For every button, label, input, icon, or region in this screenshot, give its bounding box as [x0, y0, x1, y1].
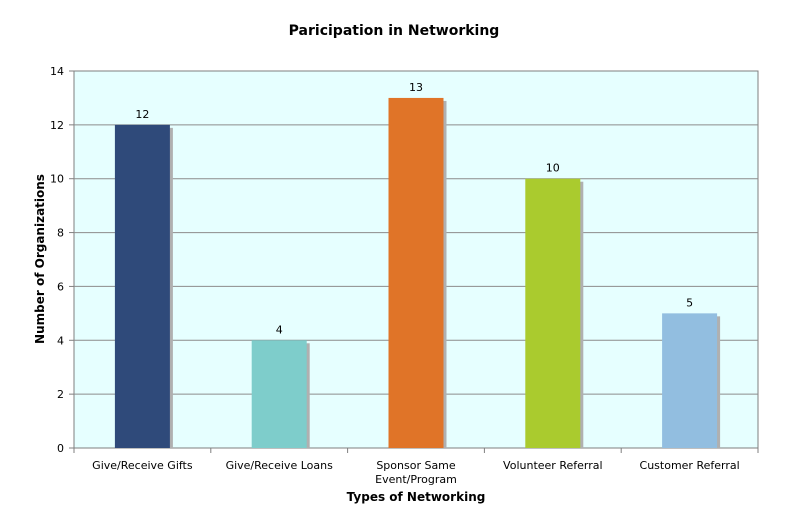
y-axis-title: Number of Organizations [33, 174, 47, 344]
bar [114, 124, 170, 448]
y-tick-label: 2 [57, 388, 64, 401]
bar [662, 313, 718, 448]
x-category-label: Give/Receive Gifts [92, 459, 193, 472]
x-category-label: Give/Receive Loans [226, 459, 334, 472]
chart-title: Paricipation in Networking [289, 23, 500, 39]
x-category-label: Volunteer Referral [503, 459, 602, 472]
x-axis-title: Types of Networking [347, 490, 486, 504]
y-tick-label: 6 [57, 280, 64, 293]
x-axis-categories: Give/Receive Gifts Give/Receive Loans Spon… [73, 448, 759, 486]
bar [525, 178, 581, 448]
data-label: 4 [276, 323, 283, 336]
bar [251, 340, 307, 448]
bar [388, 97, 444, 448]
x-category-label: Customer Referral [640, 459, 740, 472]
y-tick-label: 4 [57, 334, 64, 347]
data-label: 10 [546, 162, 560, 175]
data-labels: 12 4 13 10 5 [135, 81, 693, 336]
y-tick-label: 10 [50, 173, 64, 186]
y-tick-label: 0 [57, 442, 64, 455]
y-axis-ticks: 0 2 4 6 8 10 12 14 [50, 65, 74, 455]
data-label: 13 [409, 81, 423, 94]
y-tick-label: 14 [50, 65, 64, 78]
data-label: 5 [686, 296, 693, 309]
y-tick-label: 8 [57, 227, 64, 240]
x-category-label: Sponsor Same [376, 459, 456, 472]
y-tick-label: 12 [50, 119, 64, 132]
x-category-label: Event/Program [375, 473, 457, 486]
data-label: 12 [135, 108, 149, 121]
bars [114, 97, 721, 448]
